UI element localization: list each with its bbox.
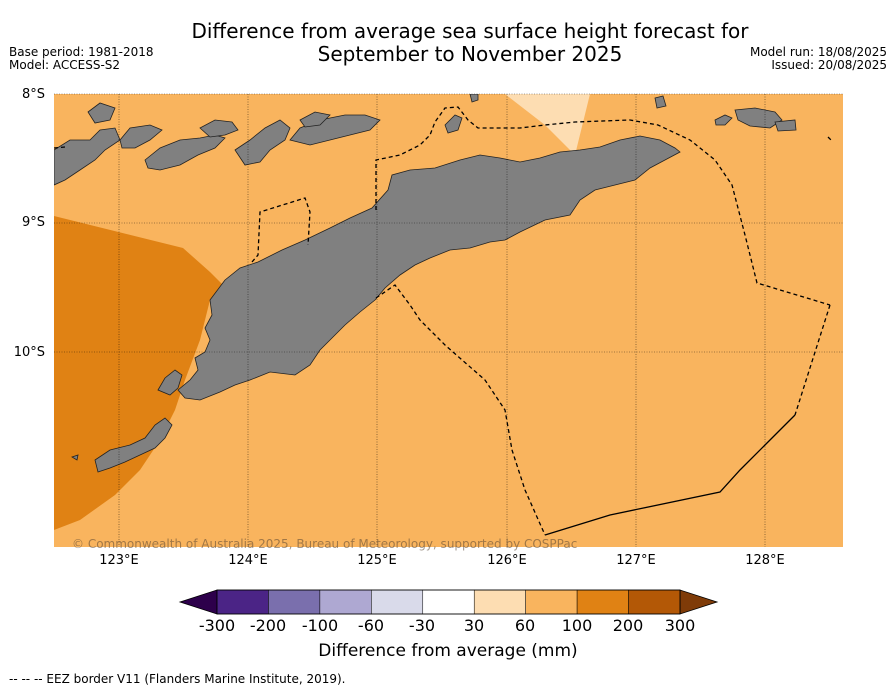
colorbar-tick: -30: [408, 616, 436, 635]
islet-north: [654, 95, 667, 109]
timor-island: [177, 135, 681, 401]
lat-label-10s: 10°S: [13, 345, 45, 360]
colorbar-over-arrow: [679, 589, 719, 615]
landmasses: [54, 94, 797, 473]
colorbar-tick: 200: [612, 616, 644, 635]
colorbar-segment: [576, 589, 629, 615]
flores-islet: [87, 102, 116, 124]
colorbar-tick: -100: [301, 616, 339, 635]
colorbar-tick: 30: [463, 616, 485, 635]
lon-label-126e: 126°E: [487, 553, 527, 568]
colorbar-segment: [628, 589, 681, 615]
lon-label-125e: 125°E: [357, 553, 397, 568]
colorbar-segments: [216, 589, 681, 615]
eez-solid-segment: [544, 414, 796, 536]
ocean-anomaly-100-200: [54, 216, 223, 530]
eez-dashed-south: [375, 284, 831, 536]
map-area: [54, 94, 843, 547]
colorbar-segment: [473, 589, 526, 615]
eez-border: [54, 106, 832, 536]
flores-west: [54, 127, 121, 186]
babar-islet-west: [714, 114, 733, 126]
colorbar: [178, 589, 719, 615]
rote-island: [94, 417, 173, 473]
model-name: Model: ACCESS-S2: [9, 58, 121, 72]
colorbar-tick: -60: [357, 616, 385, 635]
lon-label-128e: 128°E: [745, 553, 785, 568]
title-line-1: Difference from average sea surface heig…: [191, 19, 749, 43]
lat-label-8s: 8°S: [21, 87, 45, 102]
colorbar-tick: 100: [561, 616, 593, 635]
lembata-island: [199, 119, 239, 138]
colorbar-segment: [525, 589, 578, 615]
solor-island: [119, 124, 163, 149]
meta-right: Model run: 18/08/2025 Issued: 20/08/2025: [750, 46, 887, 72]
colorbar-segment: [268, 589, 321, 615]
map-title: Difference from average sea surface heig…: [170, 20, 770, 66]
colorbar-tick: 60: [514, 616, 536, 635]
babar-islet-east: [774, 119, 797, 132]
colorbar-tick: 300: [664, 616, 696, 635]
eez-footnote: -- -- -- EEZ border V11 (Flanders Marine…: [9, 672, 346, 686]
model-run: Model run: 18/08/2025: [749, 45, 887, 59]
title-line-2: September to November 2025: [317, 42, 623, 66]
eez-dashed-west-edge: [54, 146, 66, 149]
meta-left: Base period: 1981-2018 Model: ACCESS-S2: [9, 46, 154, 72]
colorbar-segment: [216, 589, 269, 615]
gridlines: [54, 93, 843, 547]
lon-label-127e: 127°E: [616, 553, 656, 568]
ndao-island: [71, 454, 79, 461]
copyright-notice: © Commonwealth of Australia 2025, Bureau…: [72, 537, 578, 551]
eez-dashed-east-edge: [827, 136, 832, 141]
colorbar-segment: [371, 589, 424, 615]
colorbar-tick: -300: [198, 616, 236, 635]
colorbar-frame: [216, 589, 681, 615]
pantar-island: [234, 119, 291, 166]
base-period: Base period: 1981-2018: [9, 45, 154, 59]
atauro-island: [444, 114, 463, 134]
lat-label-9s: 9°S: [21, 215, 45, 230]
colorbar-label: Difference from average (mm): [318, 641, 578, 661]
adonara-island: [144, 134, 226, 171]
eez-dashed-north: [375, 106, 831, 306]
eez-dashed-west: [251, 197, 311, 263]
alor-islet: [299, 111, 331, 128]
semau-island: [157, 369, 183, 396]
colorbar-under-arrow: [178, 589, 218, 615]
lon-label-123e: 123°E: [99, 553, 139, 568]
colorbar-tick: -200: [249, 616, 287, 635]
wetar-islet: [469, 94, 479, 103]
colorbar-segment: [422, 589, 475, 615]
colorbar-segment: [319, 589, 372, 615]
issued-date: Issued: 20/08/2025: [771, 58, 887, 72]
lon-label-124e: 124°E: [228, 553, 268, 568]
